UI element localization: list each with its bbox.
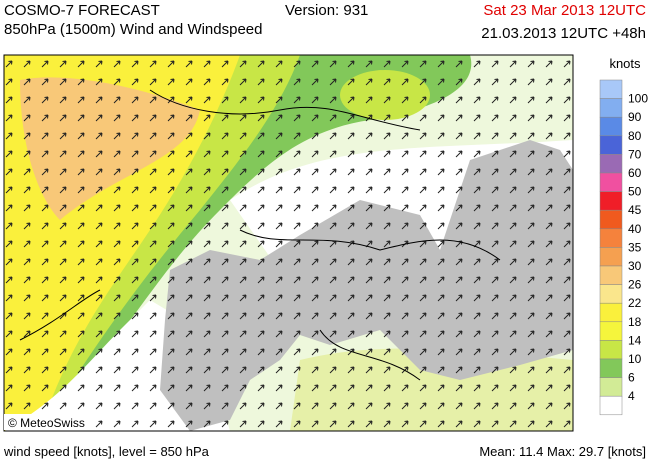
map-frame [3, 54, 574, 432]
legend-swatch [599, 116, 623, 137]
legend-label: 45 [628, 203, 642, 217]
legend-label: 80 [628, 129, 642, 143]
legend-swatch [599, 247, 623, 267]
legend-label: 10 [628, 352, 642, 366]
copyright-box [4, 414, 90, 430]
legend-swatch [599, 395, 623, 416]
legend-unit: knots [609, 56, 641, 71]
legend-swatch [599, 340, 623, 360]
legend-swatch [599, 79, 623, 99]
map-area [4, 55, 573, 431]
legend: 100 90 80 70 60 50 45 40 35 30 26 22 18 14 10 6 4 [599, 79, 648, 416]
footer-right: Mean: 11.4 Max: 29.7 [knots] [479, 444, 646, 459]
legend-swatch [599, 377, 623, 397]
subtitle: 850hPa (1500m) Wind and Windspeed [4, 21, 263, 38]
legend-swatch [599, 284, 623, 304]
legend-swatch [599, 302, 623, 323]
legend-label: 14 [628, 333, 642, 347]
legend-label: 30 [628, 259, 642, 273]
legend-swatch [599, 265, 623, 285]
legend-label: 100 [628, 92, 648, 106]
run-time: 21.03.2013 12UTC +48h [481, 25, 646, 42]
legend-label: 4 [628, 389, 635, 403]
legend-swatch [599, 98, 623, 118]
footer-left: wind speed [knots], level = 850 hPa [3, 444, 210, 459]
legend-label: 18 [628, 315, 642, 329]
legend-swatch [599, 228, 623, 248]
legend-label: 90 [628, 110, 642, 124]
legend-label: 22 [628, 296, 642, 310]
legend-swatch [599, 135, 623, 155]
legend-label: 35 [628, 240, 642, 254]
legend-swatch [599, 191, 623, 211]
legend-swatch [599, 172, 623, 192]
legend-label: 40 [628, 222, 642, 236]
legend-label: 60 [628, 166, 642, 180]
legend-label: 6 [628, 371, 635, 385]
legend-label: 26 [628, 278, 642, 292]
version: Version: 931 [285, 2, 368, 19]
legend-swatch [599, 209, 623, 230]
legend-label: 50 [628, 185, 642, 199]
legend-swatch [599, 358, 623, 378]
title: COSMO-7 FORECAST [4, 2, 160, 19]
legend-label: 70 [628, 147, 642, 161]
legend-swatch [599, 154, 623, 174]
copyright: © MeteoSwiss [8, 416, 85, 430]
legend-swatch [599, 321, 623, 341]
valid-time: Sat 23 Mar 2013 12UTC [483, 2, 646, 19]
